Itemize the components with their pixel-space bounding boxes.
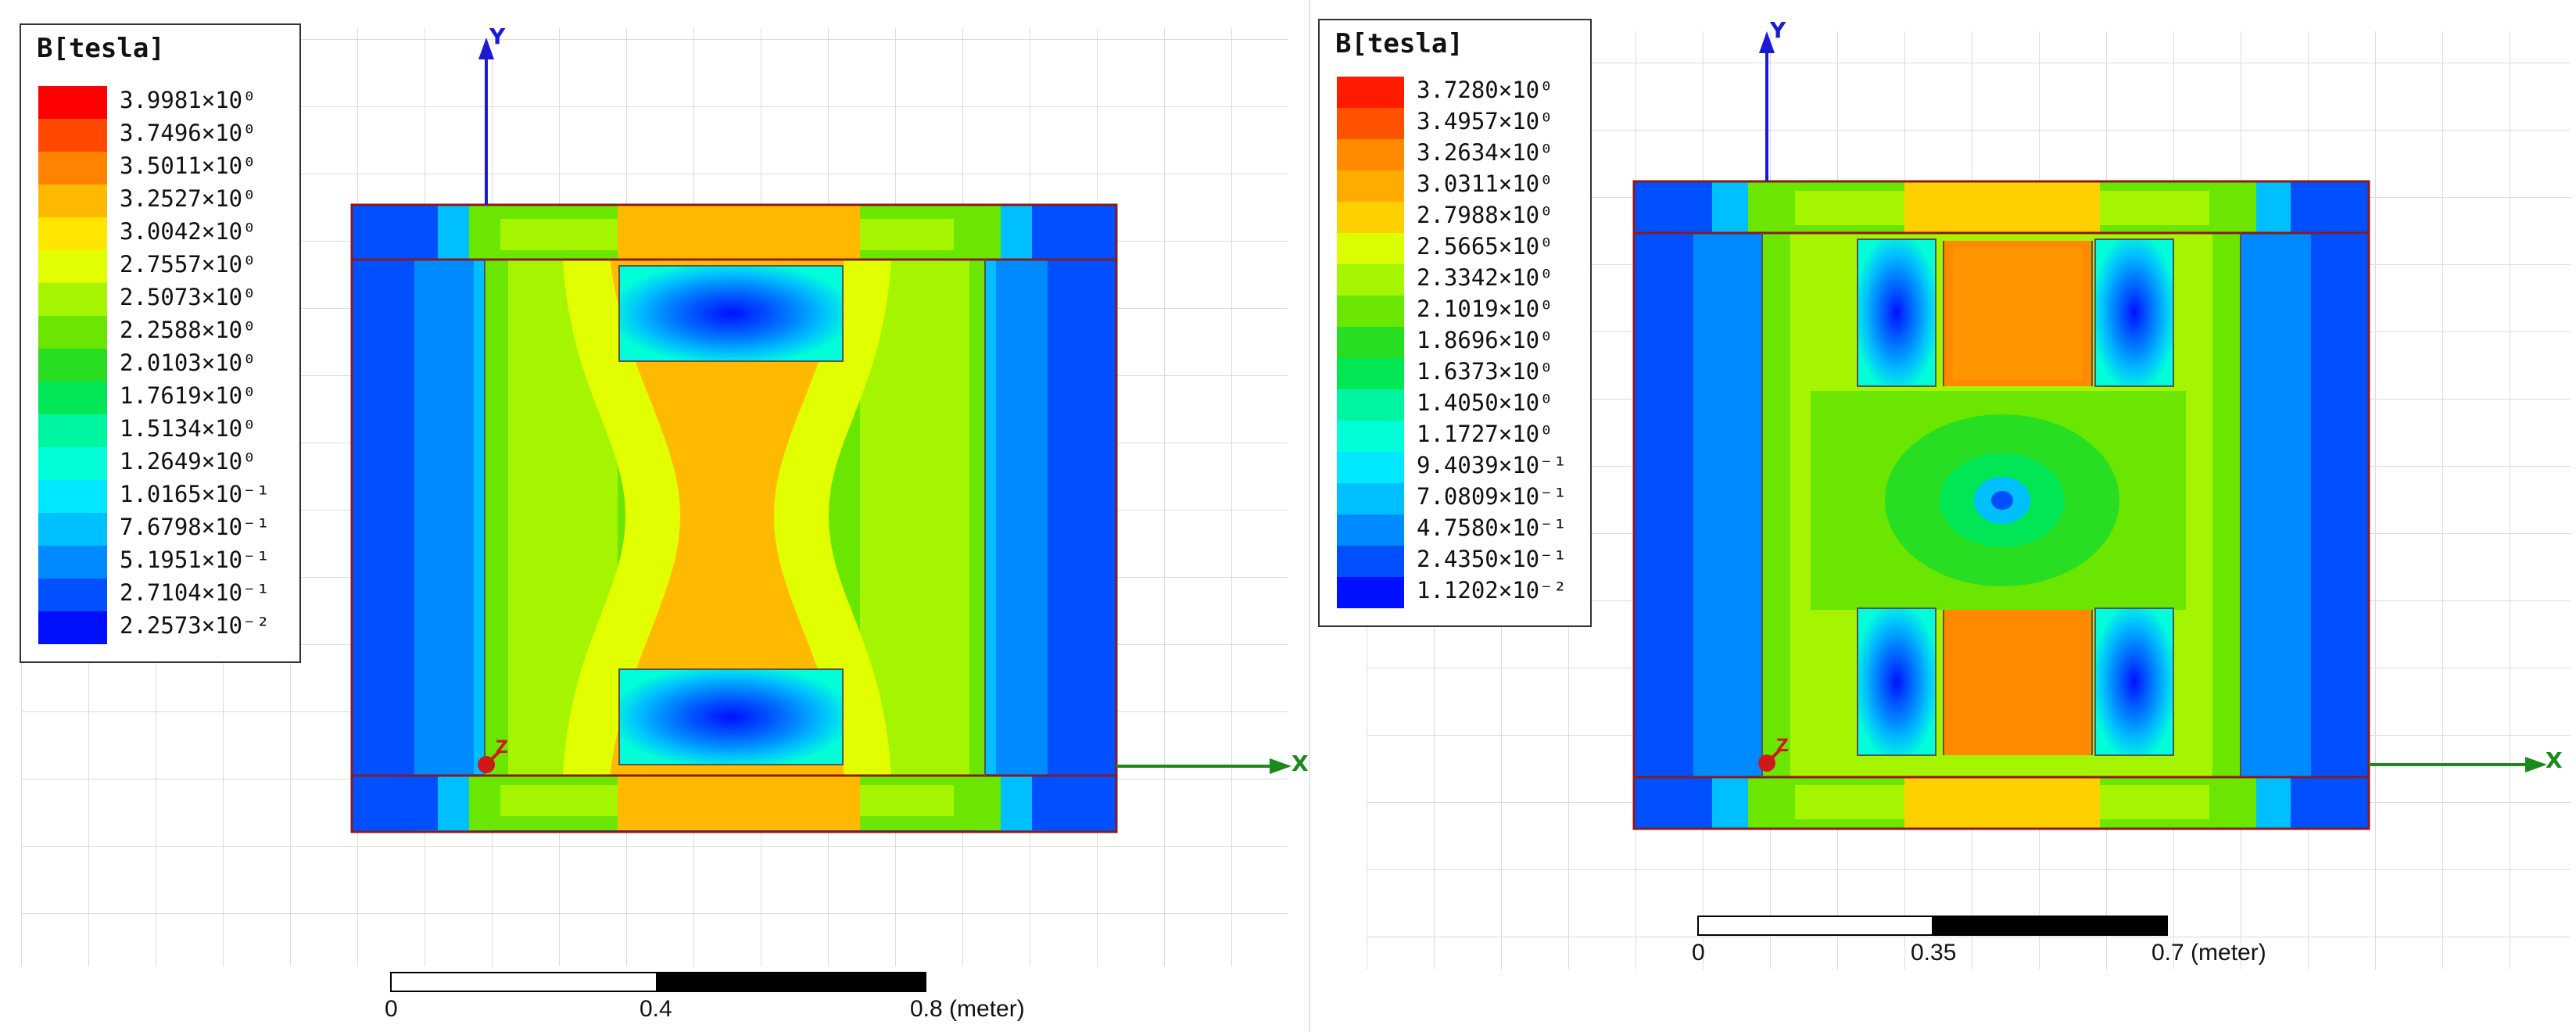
legend-label: 1.0165×10⁻¹ — [120, 481, 270, 507]
legend-swatch — [38, 447, 107, 480]
legend-swatch — [38, 546, 107, 579]
right-scale-bar — [1697, 916, 2168, 936]
scale-label-2: 0.7 (meter) — [2151, 940, 2266, 966]
scale-label-1: 0.4 — [640, 996, 672, 1022]
z-axis-label: Z — [1776, 736, 1789, 756]
legend-swatch — [1337, 358, 1404, 389]
legend-label: 3.9981×10⁰ — [120, 87, 256, 113]
y-axis-label: Y — [1770, 17, 1786, 43]
legend-label: 1.5134×10⁰ — [120, 415, 256, 442]
legend-swatch — [1337, 233, 1404, 264]
legend-label: 3.4957×10⁰ — [1417, 108, 1553, 134]
legend-label: 2.1019×10⁰ — [1417, 296, 1553, 322]
legend-swatch — [1337, 170, 1404, 202]
legend-label: 2.2588×10⁰ — [120, 317, 256, 343]
legend-label: 2.5665×10⁰ — [1417, 233, 1553, 260]
left-core-geometry — [350, 203, 1118, 833]
legend-title: B[tesla] — [37, 33, 165, 64]
legend-swatch — [1337, 421, 1404, 452]
legend-swatch — [1337, 139, 1404, 170]
legend-swatch — [38, 152, 107, 185]
legend-swatch — [38, 250, 107, 283]
legend-label: 3.0042×10⁰ — [120, 218, 256, 245]
x-axis-label: X — [1292, 751, 1309, 776]
legend-label: 2.4350×10⁻¹ — [1417, 546, 1567, 572]
legend-swatch — [38, 480, 107, 513]
z-axis-label: Z — [496, 738, 508, 758]
legend-swatch — [38, 217, 107, 250]
left-scale-bar — [390, 972, 926, 992]
legend-label: 2.5073×10⁰ — [120, 284, 256, 310]
legend-swatch — [1337, 483, 1404, 514]
legend-swatch — [1337, 327, 1404, 358]
left-color-legend: B[tesla] 3.9981×10⁰ 3.7496×10⁰ 3.5011×10⁰ 3… — [20, 23, 301, 663]
legend-swatch — [38, 513, 107, 546]
y-axis-label: Y — [489, 23, 506, 49]
legend-swatch — [38, 86, 107, 119]
legend-label: 2.2573×10⁻² — [120, 612, 270, 639]
legend-label: 7.6798×10⁻¹ — [120, 514, 270, 540]
left-field-plot — [21, 28, 1292, 992]
left-axis-triad — [478, 38, 1292, 774]
legend-swatch — [1337, 202, 1404, 233]
legend-swatch — [1337, 108, 1404, 139]
legend-label: 1.1727×10⁰ — [1417, 421, 1553, 447]
legend-label: 3.5011×10⁰ — [120, 152, 256, 179]
legend-label: 9.4039×10⁻¹ — [1417, 452, 1567, 478]
legend-label: 2.3342×10⁰ — [1417, 264, 1553, 291]
legend-label: 3.2527×10⁰ — [120, 185, 256, 212]
x-axis-label: X — [2546, 747, 2563, 773]
legend-label: 2.0103×10⁰ — [120, 349, 256, 376]
legend-label: 1.1202×10⁻² — [1417, 577, 1567, 604]
legend-swatch — [38, 119, 107, 152]
legend-swatch — [38, 611, 107, 644]
legend-swatch — [1337, 389, 1404, 421]
legend-swatch — [1337, 452, 1404, 483]
legend-label: 4.7580×10⁻¹ — [1417, 514, 1567, 541]
legend-label: 1.4050×10⁰ — [1417, 389, 1553, 416]
legend-label: 3.7496×10⁰ — [120, 120, 256, 146]
legend-swatch — [1337, 77, 1404, 108]
legend-label: 3.2634×10⁰ — [1417, 139, 1553, 166]
legend-swatch — [38, 316, 107, 349]
legend-swatch — [38, 414, 107, 447]
legend-label: 1.6373×10⁰ — [1417, 358, 1553, 385]
legend-label: 2.7557×10⁰ — [120, 251, 256, 278]
legend-swatch — [38, 283, 107, 316]
scale-label-0: 0 — [1692, 940, 1705, 966]
left-field-plot-panel: Y X Z 0 0.4 0.8 (meter) B[tesla] 3.9981×… — [20, 23, 1309, 1022]
legend-swatch — [1337, 546, 1404, 577]
right-core-geometry — [1632, 180, 2370, 830]
legend-swatch — [1337, 577, 1404, 608]
legend-label: 1.2649×10⁰ — [120, 448, 256, 475]
right-axis-triad — [1758, 31, 2547, 772]
legend-swatch — [1337, 296, 1404, 327]
legend-swatch — [1337, 264, 1404, 296]
panel-divider — [1309, 0, 1310, 1032]
legend-label: 2.7988×10⁰ — [1417, 202, 1553, 228]
legend-swatch — [38, 349, 107, 382]
legend-label: 5.1951×10⁻¹ — [120, 546, 270, 573]
scale-label-0: 0 — [385, 996, 398, 1022]
legend-label: 2.7104×10⁻¹ — [120, 579, 270, 606]
legend-title: B[tesla] — [1335, 28, 1464, 59]
right-field-plot-panel: Y X Z 0 0.35 0.7 (meter) B[tesla] 3.7280… — [1310, 0, 2576, 1032]
legend-swatch — [1337, 514, 1404, 546]
legend-label: 1.7619×10⁰ — [120, 382, 256, 409]
legend-swatch — [38, 185, 107, 217]
legend-swatch — [38, 579, 107, 611]
legend-label: 7.0809×10⁻¹ — [1417, 483, 1567, 510]
legend-swatch — [38, 382, 107, 414]
scale-label-2: 0.8 (meter) — [910, 996, 1025, 1022]
legend-label: 3.0311×10⁰ — [1417, 170, 1553, 197]
legend-label: 1.8696×10⁰ — [1417, 327, 1553, 353]
right-color-legend: B[tesla] 3.7280×10⁰ 3.4957×10⁰ 3.2634×10⁰ 3… — [1318, 19, 1592, 627]
legend-label: 3.7280×10⁰ — [1417, 77, 1553, 103]
scale-label-1: 0.35 — [1911, 940, 1957, 966]
